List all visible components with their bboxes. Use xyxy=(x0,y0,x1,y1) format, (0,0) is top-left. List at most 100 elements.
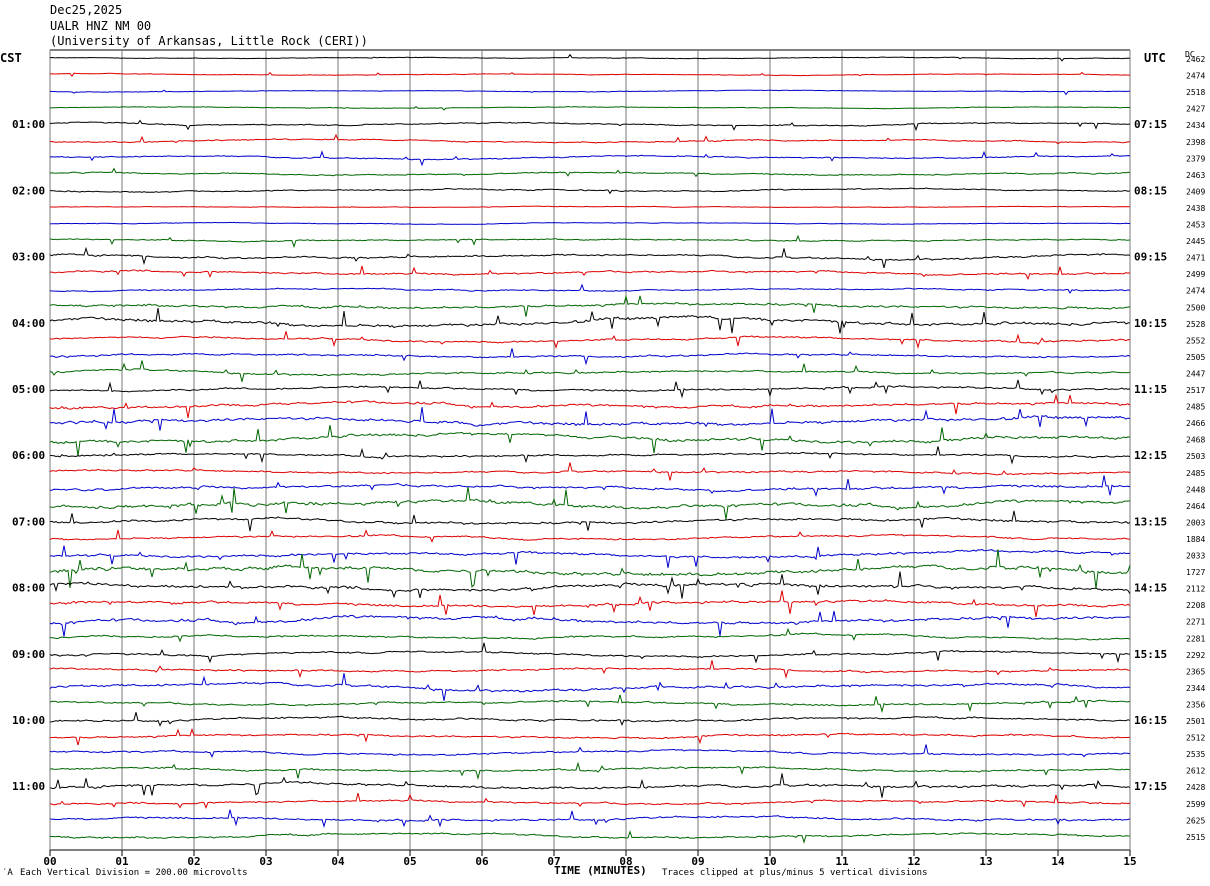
cst-time-label: 08:00 xyxy=(12,582,45,595)
cst-time-label: 05:00 xyxy=(12,383,45,396)
seismic-trace xyxy=(49,761,1131,781)
cst-time-label: 04:00 xyxy=(12,317,45,330)
dc-value: 2281 xyxy=(1186,634,1205,643)
seismic-trace xyxy=(49,133,1131,145)
seismic-trace xyxy=(50,205,1131,209)
cst-time-label: 10:00 xyxy=(12,714,45,727)
seismic-trace xyxy=(49,627,1131,643)
x-tick-label: 07 xyxy=(547,855,560,868)
dc-value: 2485 xyxy=(1186,469,1205,478)
cst-time-label: 11:00 xyxy=(12,780,45,793)
x-tick-label: 09 xyxy=(691,855,704,868)
utc-time-label: 13:15 xyxy=(1134,515,1167,528)
header-date: Dec25,2025 xyxy=(50,3,123,17)
dc-value: 2271 xyxy=(1186,618,1205,627)
seismic-trace xyxy=(50,265,1131,281)
dc-title: DC xyxy=(1185,50,1195,59)
dc-value: 2409 xyxy=(1186,187,1205,196)
dc-value: 2501 xyxy=(1186,717,1205,726)
seismic-trace xyxy=(49,673,1131,701)
seismic-trace xyxy=(49,510,1131,532)
dc-value: 2462 xyxy=(1186,55,1205,64)
x-tick-label: 01 xyxy=(115,855,129,868)
cst-time-label: 06:00 xyxy=(12,449,45,462)
seismic-trace xyxy=(50,830,1131,844)
seismic-trace xyxy=(49,694,1131,714)
dc-value: 2503 xyxy=(1186,452,1205,461)
seismic-trace xyxy=(49,360,1131,382)
dc-value: 2428 xyxy=(1186,783,1205,792)
seismic-trace xyxy=(49,425,1131,457)
scale-note: Each Vertical Division = 200.00 microvol… xyxy=(20,868,248,878)
x-tick-label: 02 xyxy=(187,855,200,868)
dc-value: 2292 xyxy=(1186,651,1205,660)
dc-value: 2434 xyxy=(1186,121,1205,130)
dc-value: 2518 xyxy=(1186,88,1205,97)
seismic-trace xyxy=(49,642,1131,664)
dc-value: 2398 xyxy=(1186,138,1205,147)
dc-value: 1727 xyxy=(1186,568,1205,577)
seismic-trace xyxy=(49,294,1131,317)
dc-value: 2552 xyxy=(1186,336,1205,345)
cst-time-label: 01:00 xyxy=(12,118,45,131)
dc-value: 2599 xyxy=(1186,800,1205,809)
dc-value: 2356 xyxy=(1186,700,1205,709)
cst-time-label: 09:00 xyxy=(12,648,45,661)
dc-value: 2379 xyxy=(1186,154,1205,163)
seismic-trace xyxy=(49,393,1131,418)
utc-time-label: 12:15 xyxy=(1134,449,1167,462)
x-tick-label: 12 xyxy=(907,855,920,868)
dc-value: 2500 xyxy=(1186,303,1205,312)
x-tick-label: 10 xyxy=(763,855,776,868)
seismic-trace xyxy=(49,89,1130,96)
dc-value: 2612 xyxy=(1186,767,1205,776)
seismic-trace xyxy=(49,348,1131,366)
seismic-trace xyxy=(49,308,1130,334)
x-tick-label: 03 xyxy=(259,855,272,868)
dc-value: 2365 xyxy=(1186,667,1205,676)
seismic-trace xyxy=(49,590,1131,617)
x-tick-label: 05 xyxy=(403,855,416,868)
dc-value: 2512 xyxy=(1186,734,1205,743)
cst-time-label: 07:00 xyxy=(12,515,45,528)
x-tick-label: 04 xyxy=(331,855,345,868)
dc-value: 2003 xyxy=(1186,518,1205,527)
utc-time-label: 14:15 xyxy=(1134,582,1167,595)
dc-value: 2474 xyxy=(1186,287,1205,296)
dc-value: 2505 xyxy=(1186,353,1205,362)
header-institution: (University of Arkansas, Little Rock (CE… xyxy=(50,34,368,48)
seismic-trace xyxy=(49,150,1131,167)
seismic-trace xyxy=(49,105,1131,111)
dc-value: 2033 xyxy=(1186,552,1205,561)
seismic-trace xyxy=(49,167,1131,178)
dc-value: 2427 xyxy=(1186,105,1205,114)
dc-value: 2515 xyxy=(1186,833,1205,842)
cst-time-label: 03:00 xyxy=(12,251,45,264)
footer-mark: ′A xyxy=(2,868,13,878)
x-tick-label: 13 xyxy=(979,855,992,868)
seismic-trace xyxy=(49,331,1131,350)
dc-value: 2517 xyxy=(1186,386,1205,395)
dc-value: 2448 xyxy=(1186,485,1205,494)
header-station: UALR HNZ NM 00 xyxy=(50,19,152,33)
dc-value: 2453 xyxy=(1186,221,1205,230)
dc-value: 2464 xyxy=(1186,502,1205,511)
seismic-trace xyxy=(49,571,1131,599)
seismic-trace xyxy=(49,611,1131,637)
seismic-trace xyxy=(49,71,1131,78)
x-tick-label: 08 xyxy=(619,855,632,868)
dc-value: 2112 xyxy=(1186,585,1205,594)
utc-time-label: 11:15 xyxy=(1134,383,1167,396)
seismic-trace xyxy=(49,660,1131,679)
utc-time-label: 17:15 xyxy=(1134,780,1167,793)
seismic-trace xyxy=(49,712,1131,727)
dc-value: 2208 xyxy=(1186,601,1205,610)
dc-value: 2485 xyxy=(1186,403,1205,412)
seismic-trace xyxy=(49,234,1131,249)
seismic-trace xyxy=(49,462,1131,481)
clip-note: Traces clipped at plus/minus 5 vertical … xyxy=(662,868,928,878)
x-tick-label: 14 xyxy=(1051,855,1065,868)
seismic-trace xyxy=(49,809,1131,828)
dc-value: 2344 xyxy=(1186,684,1205,693)
